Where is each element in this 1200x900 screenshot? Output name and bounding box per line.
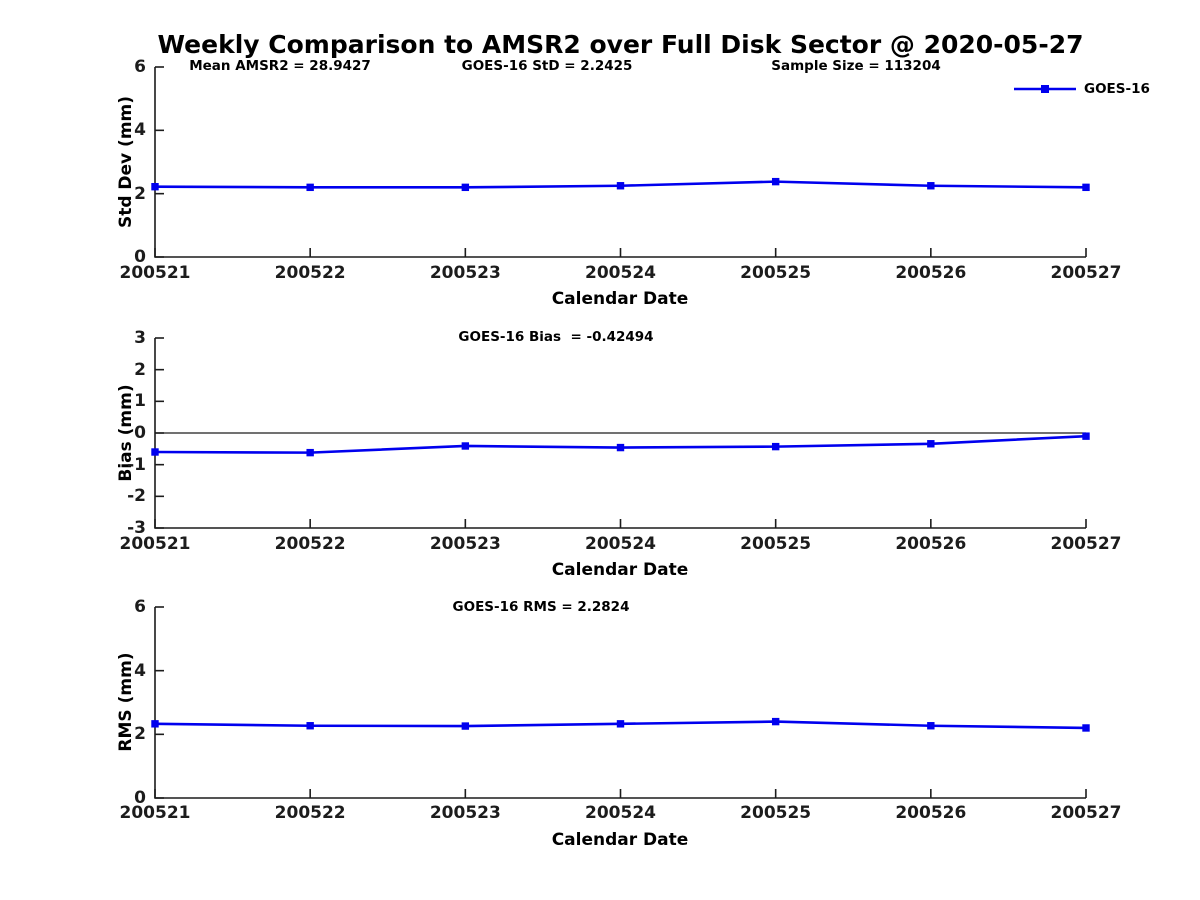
x-tick-label: 200523 <box>429 803 501 823</box>
annotation-goes16-std: GOES-16 StD = 2.2425 <box>461 58 633 74</box>
data-point-marker <box>927 440 935 448</box>
y-tick-label: 1 <box>134 391 146 412</box>
legend-label-goes16: GOES-16 <box>1084 81 1150 97</box>
data-point-marker <box>771 442 780 451</box>
annotation-goes16-bias: GOES-16 Bias = -0.42494 <box>458 329 654 345</box>
y-tick-label: 3 <box>134 328 146 348</box>
x-tick-label: 200523 <box>429 534 501 554</box>
figure-title: Weekly Comparison to AMSR2 over Full Dis… <box>157 30 1084 59</box>
annotation-sample-size: Sample Size = 113204 <box>771 58 941 74</box>
data-point-marker <box>1082 183 1090 192</box>
axis-spines <box>154 67 1086 258</box>
x-tick-label: 200526 <box>895 534 967 554</box>
x-tick-label: 200522 <box>274 263 346 283</box>
y-tick-label: 6 <box>134 57 146 77</box>
data-point-marker <box>616 182 625 190</box>
data-point-marker <box>151 448 159 456</box>
axis-spines <box>154 607 1086 799</box>
data-point-marker <box>1082 432 1090 440</box>
x-axis-label-bias: Calendar Date <box>551 560 689 580</box>
y-tick-label: 0 <box>134 247 146 267</box>
y-tick-label: -1 <box>127 454 146 475</box>
data-point-marker <box>306 448 314 457</box>
x-tick-label: 200521 <box>119 534 191 554</box>
data-point-marker <box>771 177 780 186</box>
data-point-marker <box>151 720 159 728</box>
x-tick-label: 200526 <box>895 803 967 823</box>
subplot-rms <box>151 606 1090 799</box>
x-tick-label: 200522 <box>274 803 346 823</box>
x-axis-label-stddev: Calendar Date <box>551 289 689 309</box>
data-point-marker <box>306 722 314 730</box>
legend: GOES-16 <box>1013 81 1150 97</box>
data-point-marker <box>461 442 470 450</box>
x-tick-label: 200527 <box>1050 534 1122 554</box>
x-tick-label: 200525 <box>740 263 812 283</box>
annotation-mean-amsr2: Mean AMSR2 = 28.9427 <box>189 58 371 74</box>
data-point-marker <box>461 183 470 192</box>
data-point-marker <box>461 722 470 730</box>
x-tick-label: 200523 <box>429 263 501 283</box>
x-tick-label: 200526 <box>895 263 967 283</box>
data-point-marker <box>151 183 159 191</box>
x-tick-label: 200525 <box>740 803 812 823</box>
subplot-bias <box>151 337 1090 529</box>
x-tick-label: 200524 <box>585 534 656 554</box>
x-tick-label: 200527 <box>1050 803 1122 823</box>
y-tick-label: 4 <box>134 120 146 141</box>
legend-line-marker-icon <box>1014 85 1076 93</box>
x-tick-label: 200521 <box>119 803 191 823</box>
y-tick-label: -3 <box>127 518 146 538</box>
y-tick-label: 2 <box>134 183 146 204</box>
data-point-marker <box>771 717 780 726</box>
subplot-std-dev <box>151 66 1090 258</box>
y-tick-label: 2 <box>134 724 146 745</box>
x-tick-label: 200524 <box>585 803 656 823</box>
data-point-marker <box>927 722 935 730</box>
x-tick-label: 200522 <box>274 534 346 554</box>
y-tick-label: 6 <box>134 597 146 617</box>
data-point-marker <box>616 443 625 452</box>
data-point-marker <box>927 182 935 190</box>
x-tick-label: 200521 <box>119 263 191 283</box>
y-tick-label: 2 <box>134 359 146 380</box>
data-point-marker <box>306 183 314 192</box>
y-axis-label-stddev: Std Dev (mm) <box>116 95 136 229</box>
y-tick-label: 0 <box>134 788 146 808</box>
x-tick-label: 200525 <box>740 534 812 554</box>
data-point-marker <box>1082 724 1090 732</box>
y-tick-label: -2 <box>127 486 146 507</box>
x-tick-label: 200527 <box>1050 263 1122 283</box>
data-point-marker <box>616 720 625 728</box>
y-tick-label: 4 <box>134 660 146 681</box>
x-axis-label-rms: Calendar Date <box>551 830 689 850</box>
x-tick-label: 200524 <box>585 263 656 283</box>
annotation-goes16-rms: GOES-16 RMS = 2.2824 <box>452 599 630 615</box>
y-tick-label: 0 <box>134 423 146 443</box>
